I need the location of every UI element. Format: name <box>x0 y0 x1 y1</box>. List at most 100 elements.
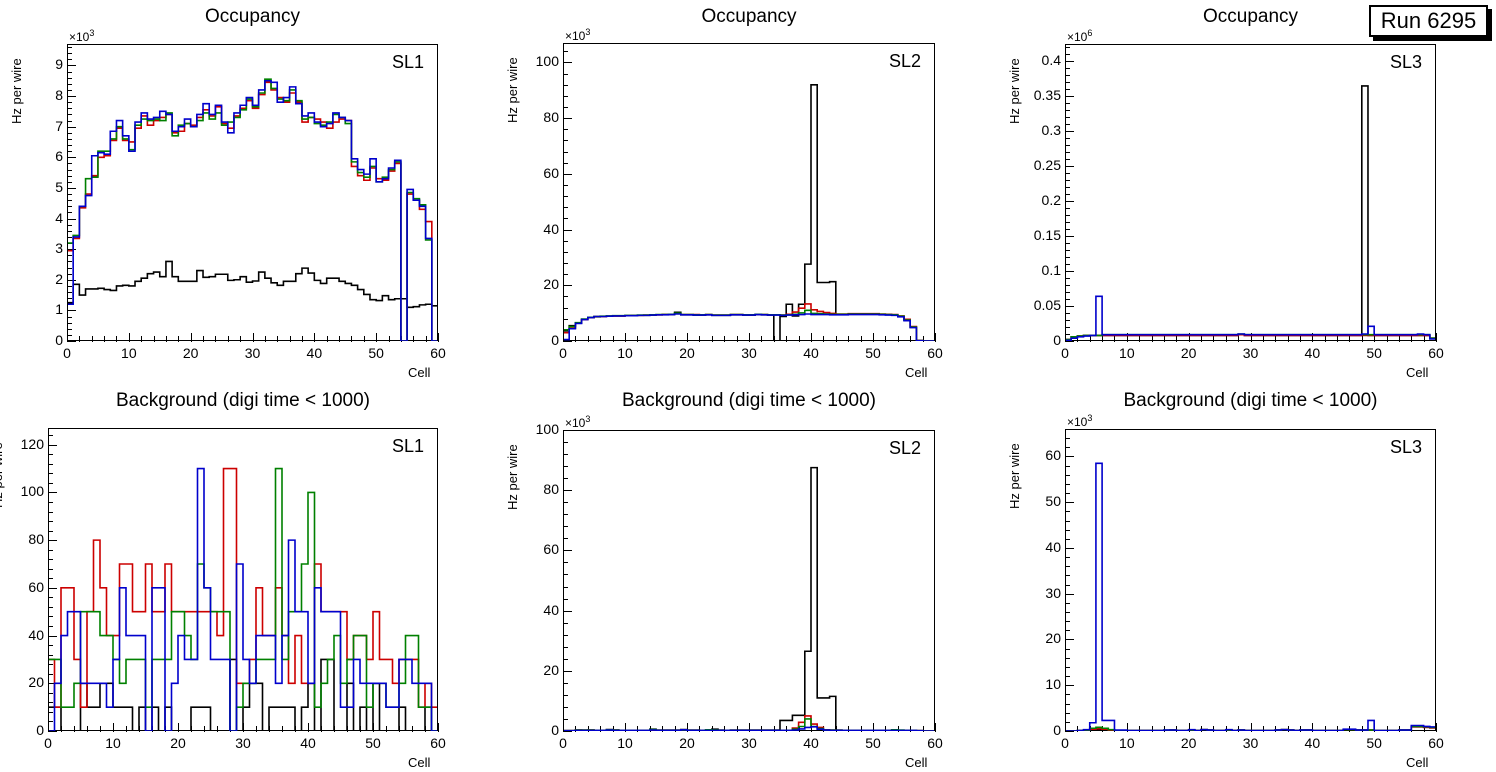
y-tick-minor <box>1065 566 1070 567</box>
y-tick-minor <box>1065 103 1070 104</box>
y-tick-minor <box>1065 215 1070 216</box>
y-tick-minor <box>67 329 72 330</box>
y-tick-major <box>67 65 76 66</box>
x-tick-minor <box>191 726 192 732</box>
x-tick-label: 30 <box>1242 345 1259 361</box>
x-tick-minor <box>1424 336 1425 342</box>
y-tick-minor <box>48 626 53 627</box>
y-tick-label: 9 <box>55 56 63 73</box>
y-tick-label: 8 <box>55 87 63 104</box>
x-tick-minor <box>774 336 775 342</box>
y-tick-minor <box>563 341 568 342</box>
y-tick-major <box>48 683 57 684</box>
y-tick-minor <box>1065 585 1070 586</box>
x-tick-minor <box>923 726 924 732</box>
x-tick-minor <box>774 726 775 732</box>
y-tick-major <box>1065 639 1074 640</box>
x-tick-major <box>1374 333 1375 342</box>
y-tick-label: 60 <box>543 164 559 181</box>
x-tick-minor <box>1387 726 1388 732</box>
x-tick-label: 30 <box>235 735 251 751</box>
y-tick-minor <box>1065 96 1070 97</box>
x-tick-label: 40 <box>300 735 316 751</box>
y-tick-minor <box>1065 250 1070 251</box>
y-tick-minor <box>1065 612 1070 613</box>
y-tick-minor <box>1065 47 1070 48</box>
y-tick-minor <box>1065 484 1070 485</box>
series-layer2 <box>48 469 438 731</box>
y-tick-minor <box>563 152 568 153</box>
y-tick-minor <box>1065 548 1070 549</box>
y-tick-minor <box>48 492 53 493</box>
y-tick-label: 0 <box>551 722 559 738</box>
chart-title-background-sl1: Background (digi time < 1000) <box>115 390 370 411</box>
y-tick-minor <box>563 599 568 600</box>
x-tick-minor <box>675 336 676 342</box>
series-layer2 <box>1065 335 1436 341</box>
x-tick-label: 50 <box>365 735 381 751</box>
y-tick-minor <box>48 597 53 598</box>
y-tick-label: 0 <box>55 332 63 348</box>
y-tick-major <box>48 445 57 446</box>
x-tick-major <box>935 723 936 732</box>
y-tick-minor <box>1065 124 1070 125</box>
y-tick-minor <box>67 157 72 158</box>
x-tick-label: 10 <box>617 735 633 751</box>
y-tick-minor <box>1065 187 1070 188</box>
x-tick-minor <box>401 336 402 342</box>
x-tick-label: 20 <box>1180 345 1197 361</box>
series-layer4 <box>563 314 935 341</box>
x-tick-minor <box>1201 336 1202 342</box>
sl-legend-background-sl2: SL2 <box>889 438 922 458</box>
x-tick-label: 50 <box>865 345 881 361</box>
x-tick-label: 30 <box>741 345 757 361</box>
x-tick-minor <box>321 726 322 732</box>
y-tick-major <box>1065 306 1074 307</box>
x-tick-major <box>873 723 874 732</box>
exponent-power: 3 <box>585 27 591 37</box>
x-tick-minor <box>178 336 179 342</box>
y-tick-minor <box>1065 557 1070 558</box>
x-tick-minor <box>737 726 738 732</box>
x-tick-minor <box>269 726 270 732</box>
y-tick-minor <box>1065 575 1070 576</box>
y-tick-minor <box>67 114 72 115</box>
y-tick-minor <box>1065 285 1070 286</box>
x-tick-minor <box>910 336 911 342</box>
series-layer3 <box>48 469 438 731</box>
x-tick-minor <box>1263 726 1264 732</box>
x-tick-label: 10 <box>617 345 633 361</box>
y-tick-minor <box>1065 676 1070 677</box>
x-tick-minor <box>1411 726 1412 732</box>
y-tick-major <box>1065 271 1074 272</box>
y-tick-minor <box>1065 292 1070 293</box>
y-tick-major <box>563 62 572 63</box>
sl-legend-occupancy-sl3: SL3 <box>1390 52 1423 72</box>
y-tick-minor <box>563 196 568 197</box>
x-tick-minor <box>1127 336 1128 342</box>
y-tick-minor <box>67 255 72 256</box>
y-tick-major <box>48 588 57 589</box>
x-tick-label: 20 <box>679 735 695 751</box>
x-tick-minor <box>1436 336 1437 342</box>
x-tick-minor <box>1077 726 1078 732</box>
y-tick-minor <box>48 645 53 646</box>
x-tick-minor <box>277 336 278 342</box>
y-tick-major <box>67 310 76 311</box>
y-tick-minor <box>48 607 53 608</box>
x-tick-major <box>687 333 688 342</box>
y-tick-major <box>67 280 76 281</box>
x-tick-minor <box>836 336 837 342</box>
y-tick-minor <box>67 139 72 140</box>
x-tick-minor <box>1152 336 1153 342</box>
series-layer4 <box>67 81 438 341</box>
y-tick-minor <box>1065 180 1070 181</box>
x-tick-minor <box>687 336 688 342</box>
x-tick-major <box>253 333 254 342</box>
x-tick-minor <box>1325 726 1326 732</box>
x-tick-minor <box>425 726 426 732</box>
y-tick-minor <box>1065 194 1070 195</box>
x-tick-minor <box>256 726 257 732</box>
y-tick-minor <box>1065 159 1070 160</box>
y-tick-minor <box>67 225 72 226</box>
